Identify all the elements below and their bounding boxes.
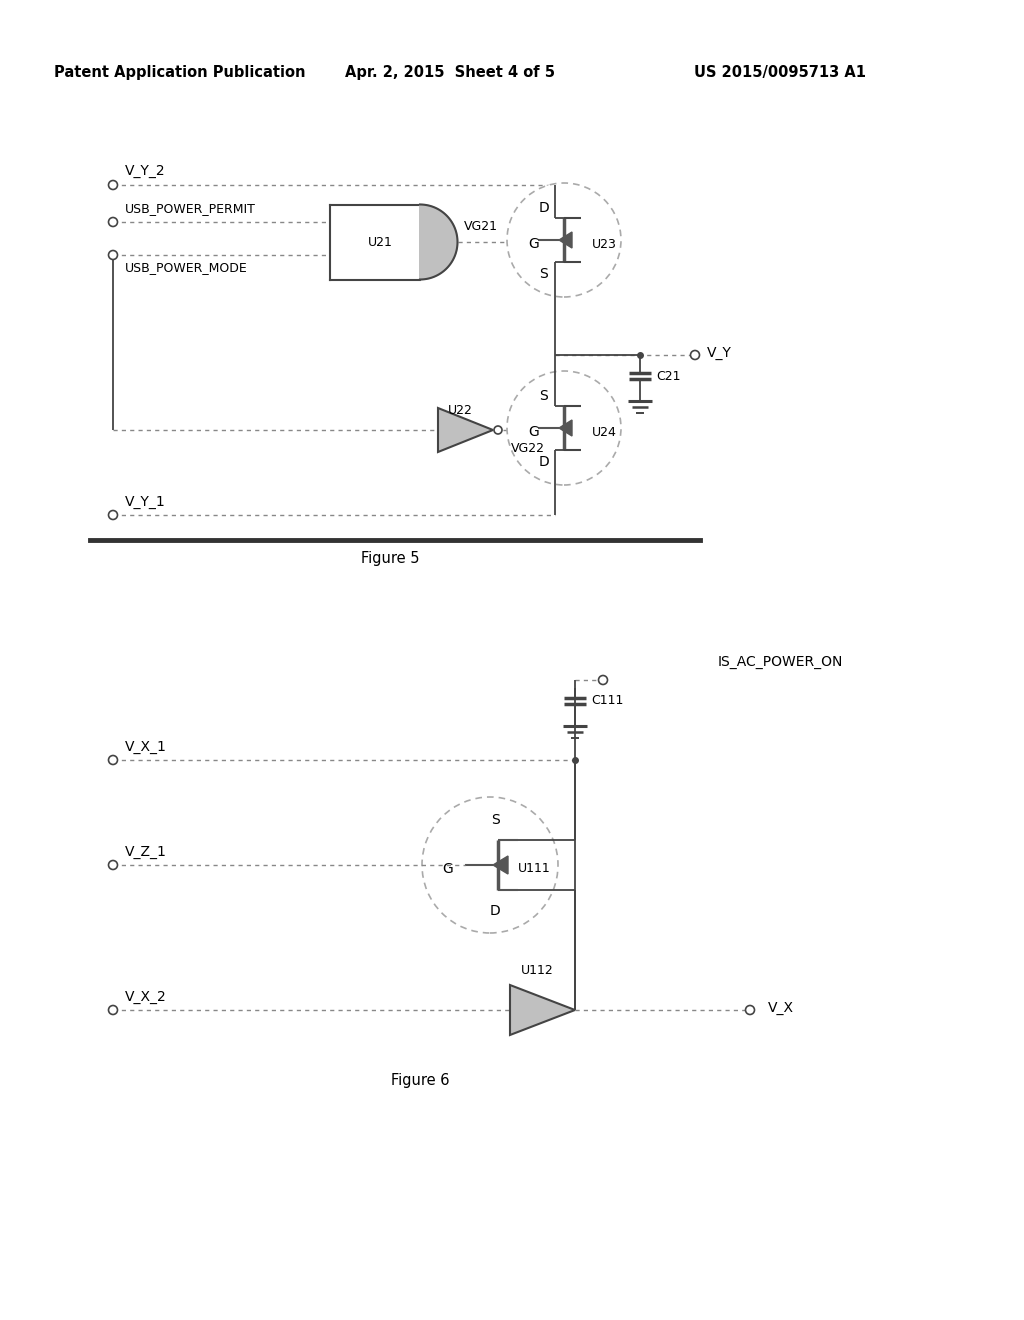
Text: V_X: V_X [768, 1001, 794, 1015]
Text: U21: U21 [368, 235, 392, 248]
Circle shape [109, 181, 118, 190]
Circle shape [494, 426, 502, 434]
Circle shape [109, 218, 118, 227]
Polygon shape [559, 420, 572, 436]
Text: S: S [490, 813, 500, 828]
Text: G: G [442, 862, 454, 876]
Circle shape [690, 351, 699, 359]
Text: VG21: VG21 [464, 219, 498, 232]
Text: S: S [540, 389, 549, 403]
Text: C21: C21 [656, 370, 681, 383]
Text: U22: U22 [449, 404, 473, 417]
Polygon shape [510, 985, 575, 1035]
Text: G: G [528, 238, 540, 251]
Polygon shape [559, 232, 572, 248]
Text: D: D [489, 904, 501, 917]
Circle shape [745, 1006, 755, 1015]
Text: V_Z_1: V_Z_1 [125, 845, 167, 859]
Text: VG22: VG22 [511, 441, 545, 454]
Text: S: S [540, 267, 549, 281]
Text: V_X_2: V_X_2 [125, 990, 167, 1005]
Text: V_X_1: V_X_1 [125, 741, 167, 754]
Circle shape [109, 755, 118, 764]
Text: G: G [528, 425, 540, 440]
Text: Figure 6: Figure 6 [391, 1072, 450, 1088]
Polygon shape [438, 408, 493, 451]
Text: Figure 5: Figure 5 [360, 550, 419, 565]
Polygon shape [420, 205, 458, 280]
Text: Apr. 2, 2015  Sheet 4 of 5: Apr. 2, 2015 Sheet 4 of 5 [345, 65, 555, 79]
Circle shape [109, 511, 118, 520]
Circle shape [598, 676, 607, 685]
Circle shape [109, 1006, 118, 1015]
Circle shape [507, 371, 621, 484]
Text: IS_AC_POWER_ON: IS_AC_POWER_ON [718, 655, 843, 669]
Polygon shape [493, 855, 508, 874]
Text: USB_POWER_PERMIT: USB_POWER_PERMIT [125, 202, 256, 215]
Text: V_Y_2: V_Y_2 [125, 164, 166, 178]
Text: US 2015/0095713 A1: US 2015/0095713 A1 [694, 65, 866, 79]
Text: D: D [539, 455, 549, 469]
Circle shape [109, 251, 118, 260]
Text: U24: U24 [592, 425, 616, 438]
Text: U112: U112 [521, 965, 554, 978]
Text: C111: C111 [591, 694, 624, 708]
Circle shape [507, 183, 621, 297]
Text: U111: U111 [518, 862, 551, 875]
Text: D: D [539, 201, 549, 215]
Text: Patent Application Publication: Patent Application Publication [54, 65, 306, 79]
Text: U23: U23 [592, 238, 616, 251]
Text: V_Y: V_Y [707, 346, 732, 360]
Circle shape [109, 861, 118, 870]
Text: V_Y_1: V_Y_1 [125, 495, 166, 510]
Text: USB_POWER_MODE: USB_POWER_MODE [125, 261, 248, 275]
Circle shape [422, 797, 558, 933]
